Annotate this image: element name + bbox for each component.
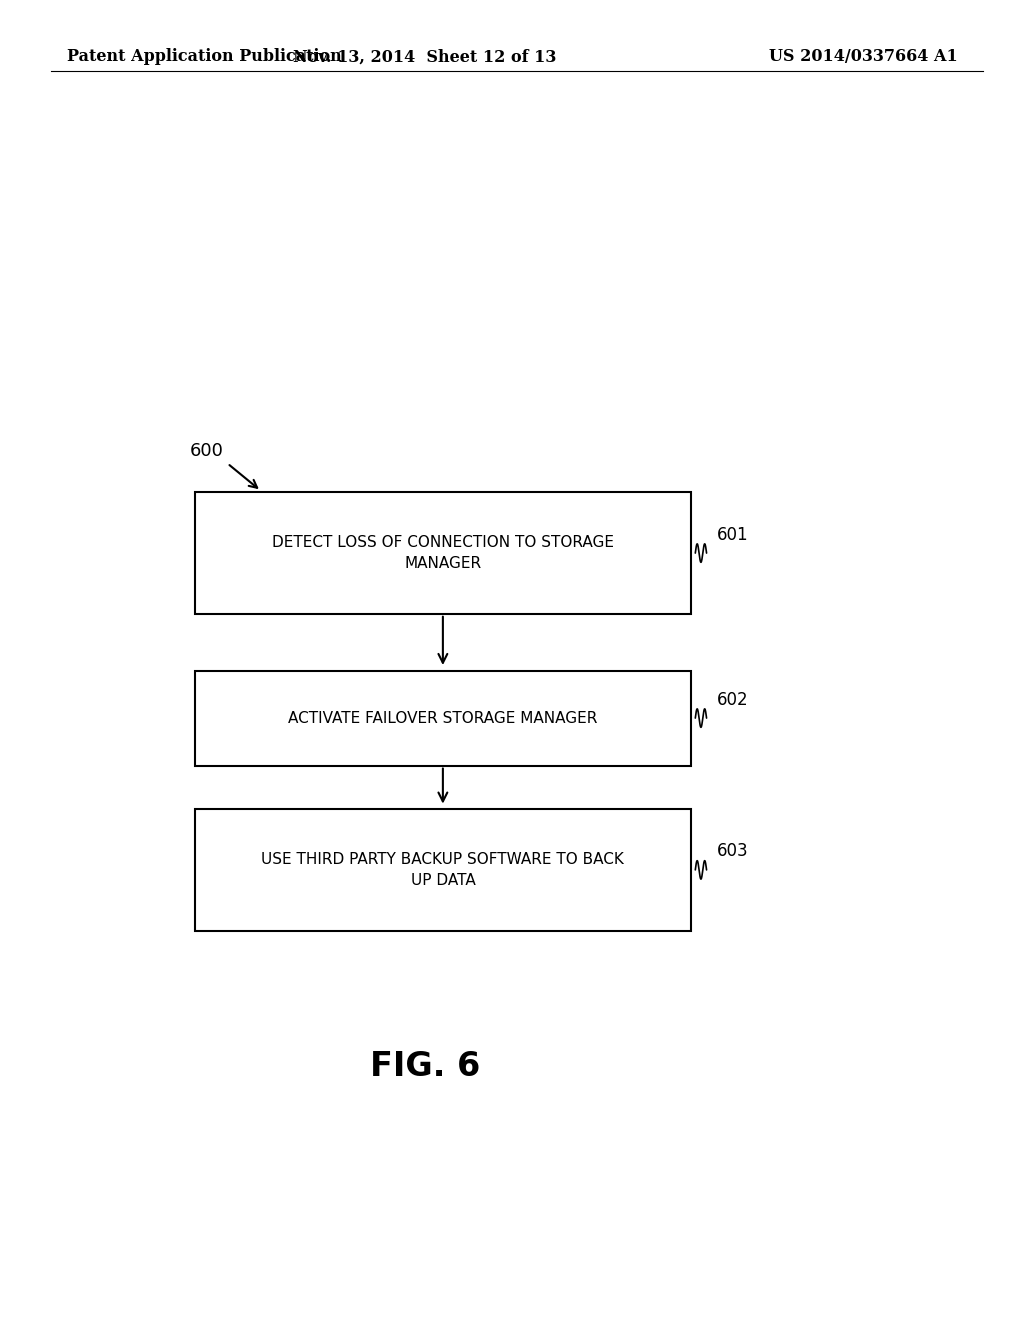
Text: USE THIRD PARTY BACKUP SOFTWARE TO BACK
UP DATA: USE THIRD PARTY BACKUP SOFTWARE TO BACK …	[261, 851, 625, 888]
Text: 603: 603	[717, 842, 749, 861]
Text: Patent Application Publication: Patent Application Publication	[67, 49, 341, 65]
Text: 601: 601	[717, 525, 749, 544]
Text: DETECT LOSS OF CONNECTION TO STORAGE
MANAGER: DETECT LOSS OF CONNECTION TO STORAGE MAN…	[272, 535, 613, 572]
Text: FIG. 6: FIG. 6	[370, 1051, 480, 1082]
Text: US 2014/0337664 A1: US 2014/0337664 A1	[769, 49, 957, 65]
Text: 600: 600	[189, 442, 223, 461]
Text: ACTIVATE FAILOVER STORAGE MANAGER: ACTIVATE FAILOVER STORAGE MANAGER	[288, 710, 598, 726]
Bar	[195, 809, 691, 931]
Text: 602: 602	[717, 690, 749, 709]
Bar	[195, 671, 691, 766]
Text: Nov. 13, 2014  Sheet 12 of 13: Nov. 13, 2014 Sheet 12 of 13	[293, 49, 557, 65]
Bar	[195, 492, 691, 614]
